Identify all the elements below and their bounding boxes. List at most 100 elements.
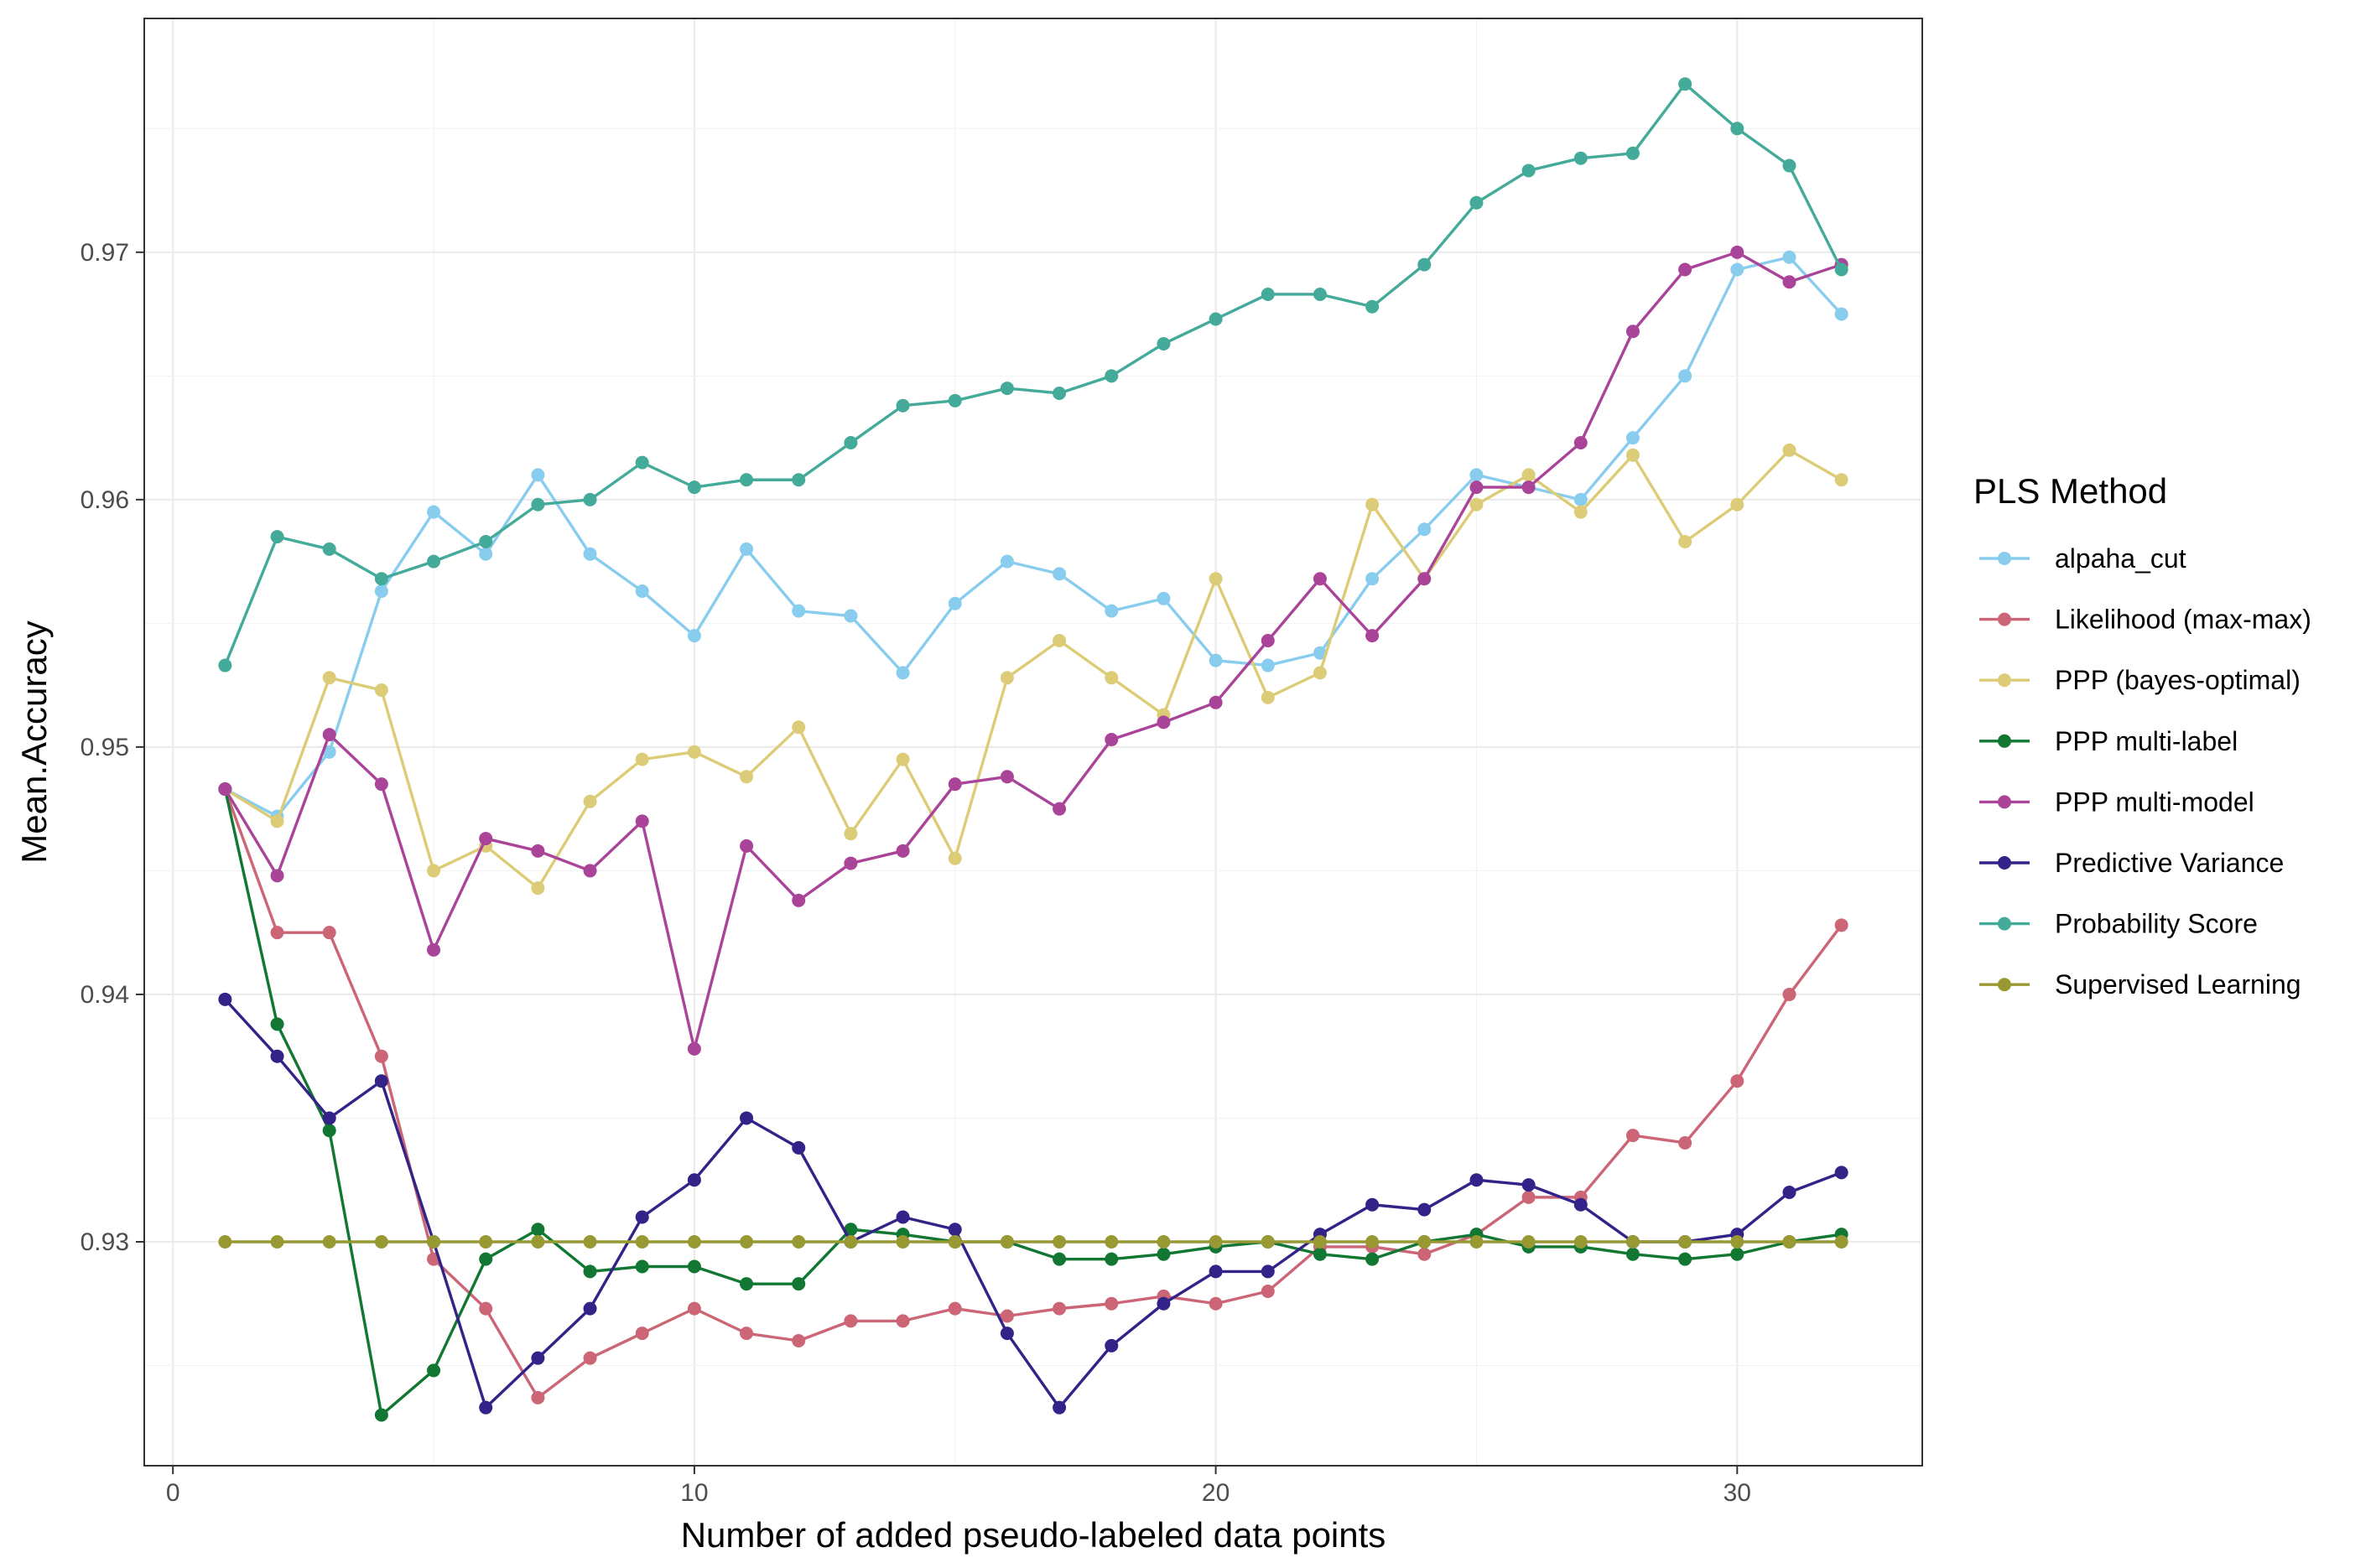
y-axis: 0.93 0.94 0.95 0.96 0.97	[81, 239, 144, 1256]
data-point	[583, 1264, 597, 1279]
data-point	[1209, 1264, 1223, 1279]
data-point	[322, 926, 336, 940]
data-point	[479, 1234, 493, 1249]
data-point	[1469, 468, 1484, 482]
data-point	[374, 1234, 388, 1249]
data-point	[1469, 497, 1484, 511]
data-point	[687, 1234, 701, 1249]
data-point	[948, 1301, 962, 1316]
data-point	[635, 455, 649, 470]
legend-label: PPP multi-label	[2055, 726, 2238, 756]
data-point	[635, 1210, 649, 1224]
series-alpaha-cut	[218, 250, 1848, 823]
data-point	[1678, 1252, 1692, 1266]
data-point	[1417, 1247, 1432, 1261]
data-point	[1261, 1284, 1275, 1298]
data-point	[687, 480, 701, 495]
legend-item: PPP multi-model	[1979, 787, 2254, 817]
legend-key-point	[1998, 734, 2011, 748]
data-point	[1313, 1247, 1327, 1261]
legend-key-point	[1998, 856, 2011, 870]
data-point	[896, 1210, 910, 1224]
data-point	[1105, 369, 1119, 383]
data-point	[1678, 1234, 1692, 1249]
data-point	[1313, 646, 1327, 660]
plot-panel-border	[143, 18, 1923, 1467]
data-point	[1625, 1234, 1640, 1249]
data-point	[427, 1234, 441, 1249]
series-ppp-bayes-optimal-	[218, 443, 1848, 896]
data-point	[1834, 307, 1848, 321]
data-point	[531, 1390, 545, 1404]
legend-label: Likelihood (max-max)	[2055, 605, 2311, 635]
y-tick-label: 0.96	[81, 486, 129, 514]
data-point	[1209, 1234, 1223, 1249]
data-point	[740, 1111, 754, 1125]
data-point	[1053, 1301, 1067, 1316]
data-point	[1365, 572, 1380, 586]
data-point	[583, 492, 597, 506]
data-point	[374, 1408, 388, 1422]
data-point	[427, 554, 441, 569]
data-point	[1678, 535, 1692, 549]
x-axis: 0 10 20 30	[166, 1466, 1751, 1507]
data-point	[531, 497, 545, 511]
data-point	[1417, 522, 1432, 537]
x-tick-label: 30	[1724, 1479, 1751, 1507]
legend-title: PLS Method	[1973, 471, 2167, 511]
data-point	[1417, 572, 1432, 586]
data-point	[322, 671, 336, 685]
data-point	[740, 770, 754, 784]
series-line	[224, 256, 1843, 818]
data-point	[479, 535, 493, 549]
data-point	[687, 629, 701, 643]
y-tick-label: 0.94	[81, 981, 129, 1009]
data-point	[270, 1017, 284, 1031]
data-point	[583, 1351, 597, 1365]
data-point	[1053, 1252, 1067, 1266]
data-point	[1730, 245, 1744, 259]
data-point	[1261, 690, 1275, 704]
data-point	[1625, 325, 1640, 339]
y-tick-label: 0.97	[81, 239, 129, 267]
data-point	[1469, 195, 1484, 210]
data-point	[792, 893, 806, 907]
data-point	[1000, 554, 1014, 569]
data-point	[740, 542, 754, 556]
data-point	[948, 596, 962, 610]
data-point	[427, 1363, 441, 1378]
data-point	[687, 1259, 701, 1274]
data-point	[844, 856, 858, 870]
data-point	[531, 1351, 545, 1365]
data-point	[948, 1223, 962, 1237]
data-point	[1105, 604, 1119, 618]
data-point	[531, 844, 545, 858]
legend-label: alpaha_cut	[2055, 543, 2186, 574]
data-point	[583, 1301, 597, 1316]
series-ppp-multi-model	[218, 245, 1848, 1056]
data-point	[792, 1334, 806, 1347]
data-point	[1782, 1185, 1796, 1199]
data-point	[1209, 653, 1223, 667]
legend-label: Probability Score	[2055, 909, 2258, 939]
data-point	[531, 468, 545, 482]
data-point	[270, 869, 284, 883]
data-point	[1469, 480, 1484, 495]
data-point	[1261, 1264, 1275, 1279]
data-point	[1105, 733, 1119, 747]
data-point	[635, 584, 649, 599]
data-point	[896, 398, 910, 413]
data-point	[740, 1327, 754, 1341]
y-tick-label: 0.93	[81, 1228, 129, 1256]
data-point	[583, 794, 597, 808]
data-point	[896, 1234, 910, 1249]
data-point	[1678, 262, 1692, 277]
data-point	[479, 1252, 493, 1266]
data-point	[844, 436, 858, 449]
data-point	[218, 782, 232, 797]
data-point	[1313, 287, 1327, 301]
data-point	[635, 1259, 649, 1274]
data-point	[1782, 275, 1796, 289]
data-point	[1573, 151, 1588, 165]
